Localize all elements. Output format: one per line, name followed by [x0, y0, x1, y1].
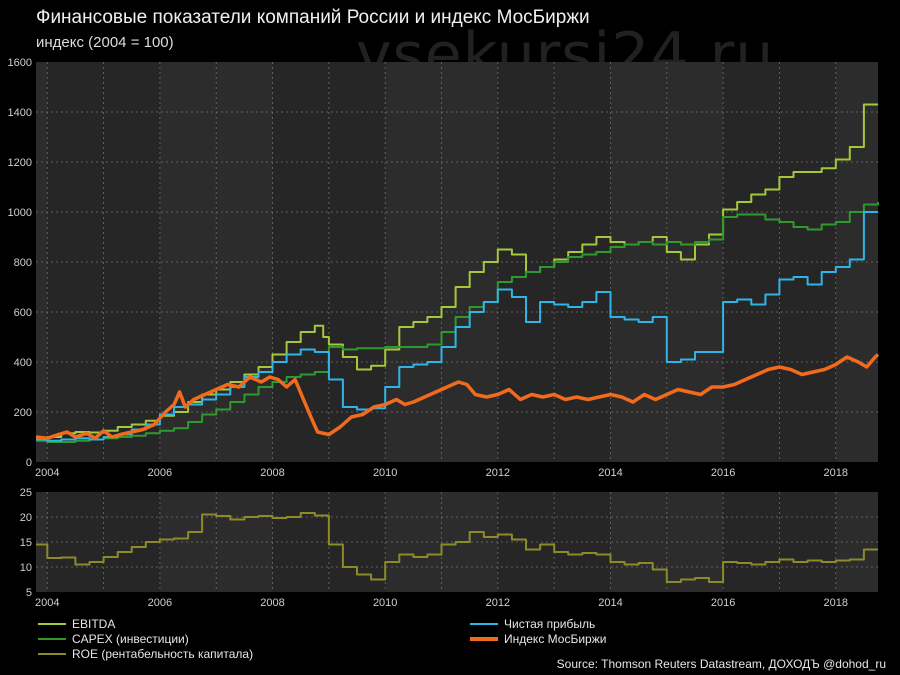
x-tick-label: 2014: [598, 467, 622, 479]
plot-band: [272, 492, 329, 592]
chart-subtitle: индекс (2004 = 100): [36, 34, 174, 51]
legend-swatch-roe: [38, 653, 66, 655]
x-tick-label: 2018: [824, 467, 848, 479]
legend-item-moex: Индекс МосБиржи: [470, 632, 606, 646]
y-tick-label: 1200: [8, 157, 32, 169]
legend-swatch-capex: [38, 638, 66, 640]
x-tick-label: 2008: [260, 597, 284, 609]
x-tick-label: 2012: [486, 467, 510, 479]
y-tick-label: 20: [20, 512, 32, 524]
legend-label-capex: CAPEX (инвестиции): [72, 632, 189, 646]
source-note: Source: Thomson Reuters Datastream, ДОХО…: [556, 657, 886, 671]
series-line-roe: [36, 512, 878, 583]
x-tick-label: 2004: [35, 467, 59, 479]
y-tick-label: 1600: [8, 57, 32, 69]
y-tick-label: 1000: [8, 207, 32, 219]
y-tick-label: 15: [20, 537, 32, 549]
y-tick-label: 0: [26, 457, 32, 469]
y-tick-label: 25: [20, 487, 32, 499]
x-tick-label: 2010: [373, 467, 397, 479]
legend-swatch-moex: [470, 637, 498, 641]
x-tick-label: 2016: [711, 597, 735, 609]
legend-item-ebitda: EBITDA: [38, 617, 115, 631]
x-tick-label: 2010: [373, 597, 397, 609]
roe-plot-lines: [36, 512, 878, 583]
y-tick-label: 5: [26, 587, 32, 599]
series-line-moex: [35, 353, 880, 441]
legend-label-roe: ROE (рентабельность капитала): [72, 647, 254, 661]
x-tick-label: 2006: [148, 597, 172, 609]
plot-band: [666, 62, 724, 462]
roe-x-axis-ticks: 2004 2006 2008 2010 2012 2014 2016 2018: [35, 597, 848, 609]
legend-label-net-profit: Чистая прибыль: [504, 617, 596, 631]
y-tick-label: 1400: [8, 107, 32, 119]
main-plot-lines: [35, 103, 880, 443]
chart-title: Финансовые показатели компаний России и …: [36, 7, 590, 28]
plot-band: [385, 492, 442, 592]
main-x-axis-ticks: 2004 2006 2008 2010 2012 2014 2016 2018: [35, 467, 848, 479]
x-tick-label: 2006: [148, 467, 172, 479]
roe-y-axis-ticks: 5 10 15 20 25: [20, 487, 32, 599]
series-line-net-profit: [36, 211, 878, 442]
legend-item-capex: CAPEX (инвестиции): [38, 632, 189, 646]
legend-swatch-net-profit: [470, 623, 498, 625]
legend-label-moex: Индекс МосБиржи: [504, 632, 607, 646]
main-y-axis-ticks: 0 200 400 600 800 1000 1200 1400 1600: [8, 57, 32, 469]
plot-band: [47, 492, 104, 592]
x-tick-label: 2014: [598, 597, 622, 609]
y-tick-label: 400: [14, 357, 32, 369]
plot-band: [272, 62, 329, 462]
x-tick-label: 2004: [35, 597, 59, 609]
y-tick-label: 800: [14, 257, 32, 269]
plot-band: [610, 62, 667, 462]
main-plot-grid: [36, 62, 878, 462]
plot-band: [610, 492, 667, 592]
legend-swatch-ebitda: [38, 623, 66, 625]
x-tick-label: 2016: [711, 467, 735, 479]
y-tick-label: 10: [20, 562, 32, 574]
legend-item-net-profit: Чистая прибыль: [470, 617, 595, 631]
y-tick-label: 600: [14, 307, 32, 319]
x-tick-label: 2012: [486, 597, 510, 609]
x-tick-label: 2008: [260, 467, 284, 479]
x-tick-label: 2018: [824, 597, 848, 609]
plot-band: [216, 492, 273, 592]
legend-label-ebitda: EBITDA: [72, 617, 116, 631]
plot-band: [47, 62, 104, 462]
legend-item-roe: ROE (рентабельность капитала): [38, 647, 253, 661]
y-tick-label: 200: [14, 407, 32, 419]
plot-band: [666, 492, 724, 592]
